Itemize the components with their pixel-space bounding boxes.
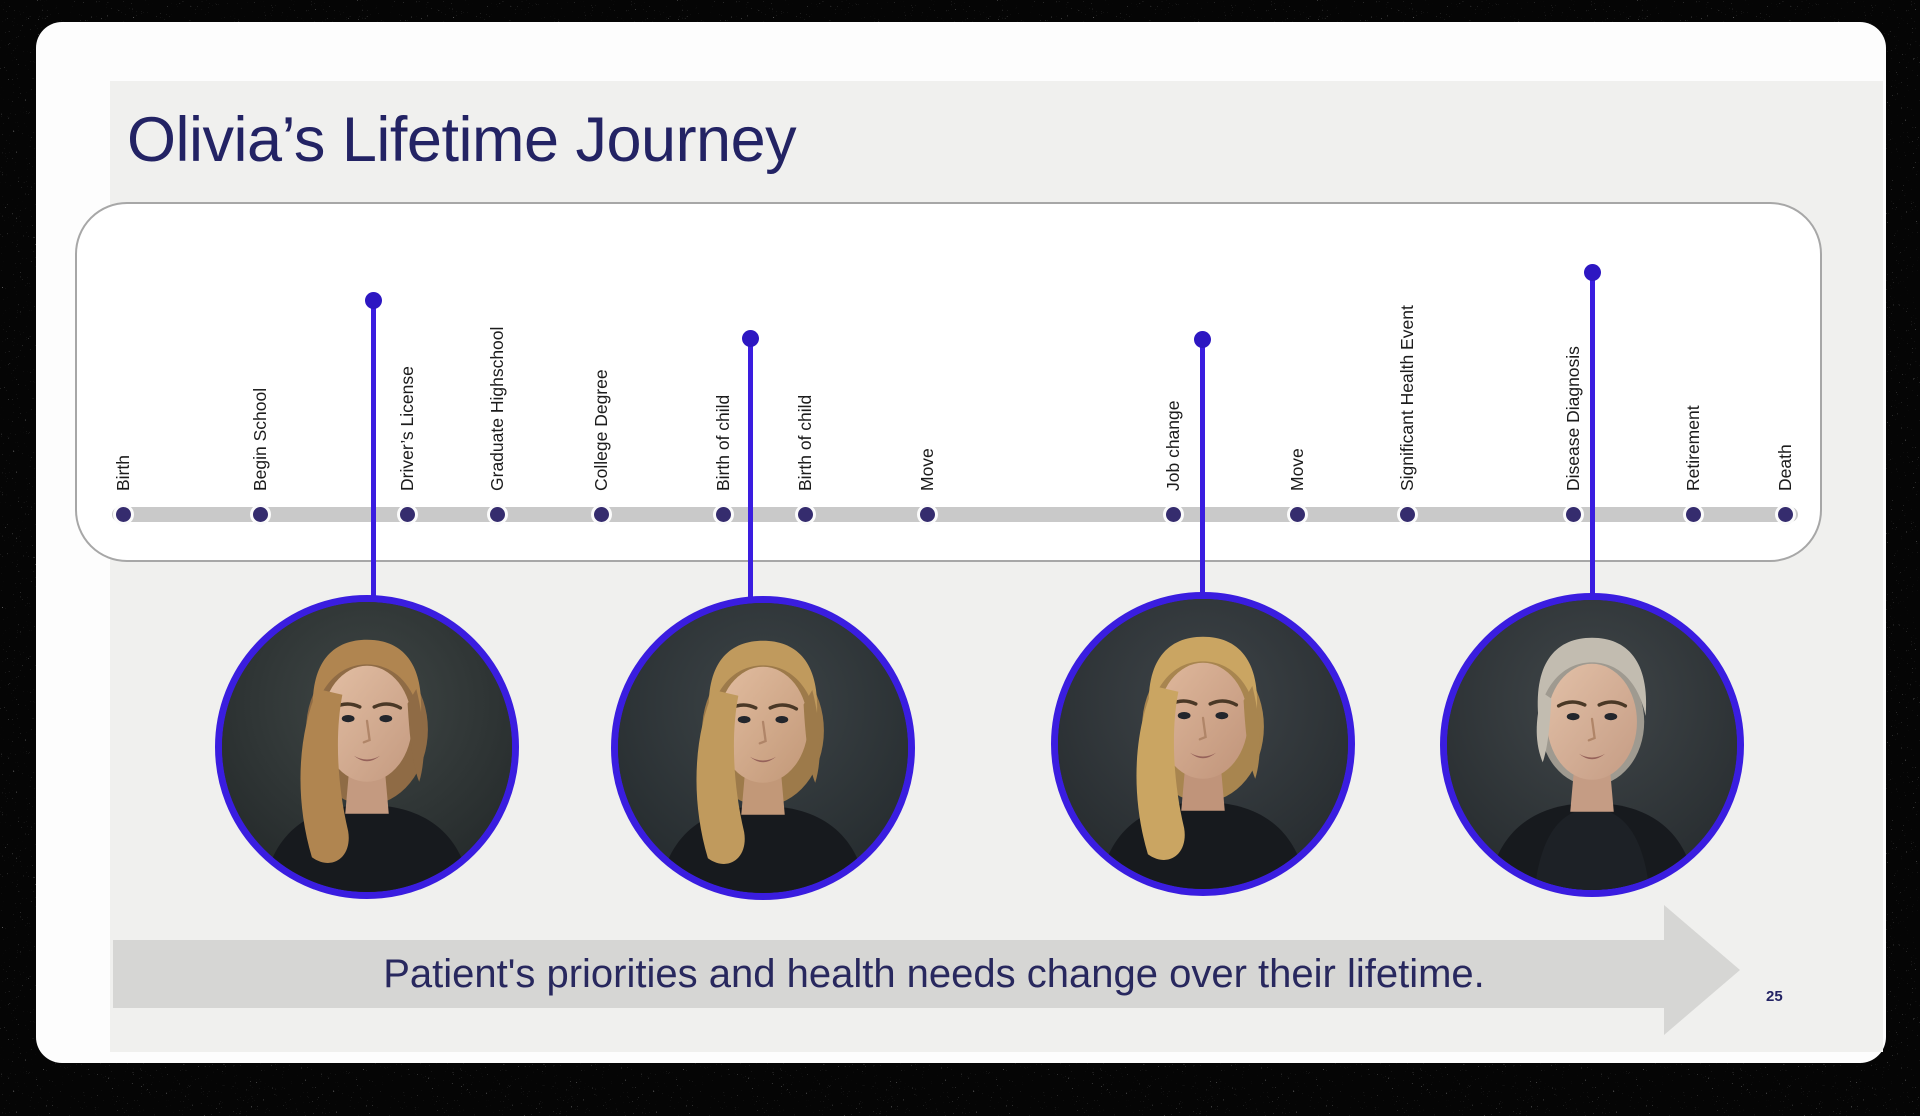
page-number: 25 bbox=[1766, 988, 1783, 1005]
timeline-event-label: College Degree bbox=[591, 369, 611, 491]
portrait-circle bbox=[1440, 593, 1744, 897]
timeline-event-label: Move bbox=[917, 448, 937, 491]
timeline-event-label: Move bbox=[1287, 448, 1307, 491]
portrait-photo bbox=[618, 603, 908, 893]
connector-pin-dot bbox=[1193, 330, 1211, 348]
timeline-event-label: Birth of child bbox=[713, 394, 733, 491]
portrait-photo bbox=[222, 602, 512, 892]
footer-arrow-band: Patient's priorities and health needs ch… bbox=[113, 940, 1665, 1008]
timeline-event-label: Graduate Highschool bbox=[487, 326, 507, 491]
timeline-event-dot bbox=[112, 503, 134, 525]
timeline-event-dot bbox=[916, 503, 938, 525]
timeline-event-dot bbox=[712, 503, 734, 525]
connector-line bbox=[747, 338, 753, 610]
timeline-event-dot bbox=[486, 503, 508, 525]
timeline-event-label: Driver’s License bbox=[397, 366, 417, 491]
portrait-circle bbox=[215, 595, 519, 899]
timeline-bar bbox=[112, 507, 1798, 522]
portrait-photo bbox=[1058, 599, 1348, 889]
timeline-event-dot bbox=[1774, 503, 1796, 525]
connector-pin-dot bbox=[1583, 263, 1601, 281]
timeline-event-label: Disease Diagnosis bbox=[1563, 346, 1583, 491]
timeline-event-label: Death bbox=[1775, 444, 1795, 491]
timeline-event-label: Begin School bbox=[250, 387, 270, 491]
connector-line bbox=[1199, 339, 1205, 610]
timeline-event-dot bbox=[1682, 503, 1704, 525]
timeline-container bbox=[75, 202, 1822, 562]
connector-pin-dot bbox=[364, 291, 382, 309]
timeline-event-dot bbox=[1562, 503, 1584, 525]
footer-arrow-text: Patient's priorities and health needs ch… bbox=[383, 951, 1485, 996]
portrait-circle bbox=[611, 596, 915, 900]
timeline-event-dot bbox=[1286, 503, 1308, 525]
timeline-event-dot bbox=[1396, 503, 1418, 525]
footer-arrow-head bbox=[1664, 905, 1740, 1035]
timeline-event-dot bbox=[396, 503, 418, 525]
portrait-circle bbox=[1051, 592, 1355, 896]
timeline-event-label: Birth of child bbox=[795, 394, 815, 491]
timeline-event-dot bbox=[794, 503, 816, 525]
connector-pin-dot bbox=[741, 329, 759, 347]
connector-line bbox=[370, 300, 376, 610]
timeline-event-label: Birth bbox=[113, 455, 133, 491]
timeline-event-dot bbox=[1162, 503, 1184, 525]
connector-line bbox=[1589, 272, 1595, 610]
slide-title: Olivia’s Lifetime Journey bbox=[127, 105, 797, 175]
timeline-event-label: Job change bbox=[1163, 400, 1183, 492]
timeline-event-dot bbox=[249, 503, 271, 525]
timeline-event-dot bbox=[590, 503, 612, 525]
timeline-event-label: Retirement bbox=[1683, 405, 1703, 491]
timeline-event-label: Significant Health Event bbox=[1397, 305, 1417, 491]
portrait-photo bbox=[1447, 600, 1737, 890]
